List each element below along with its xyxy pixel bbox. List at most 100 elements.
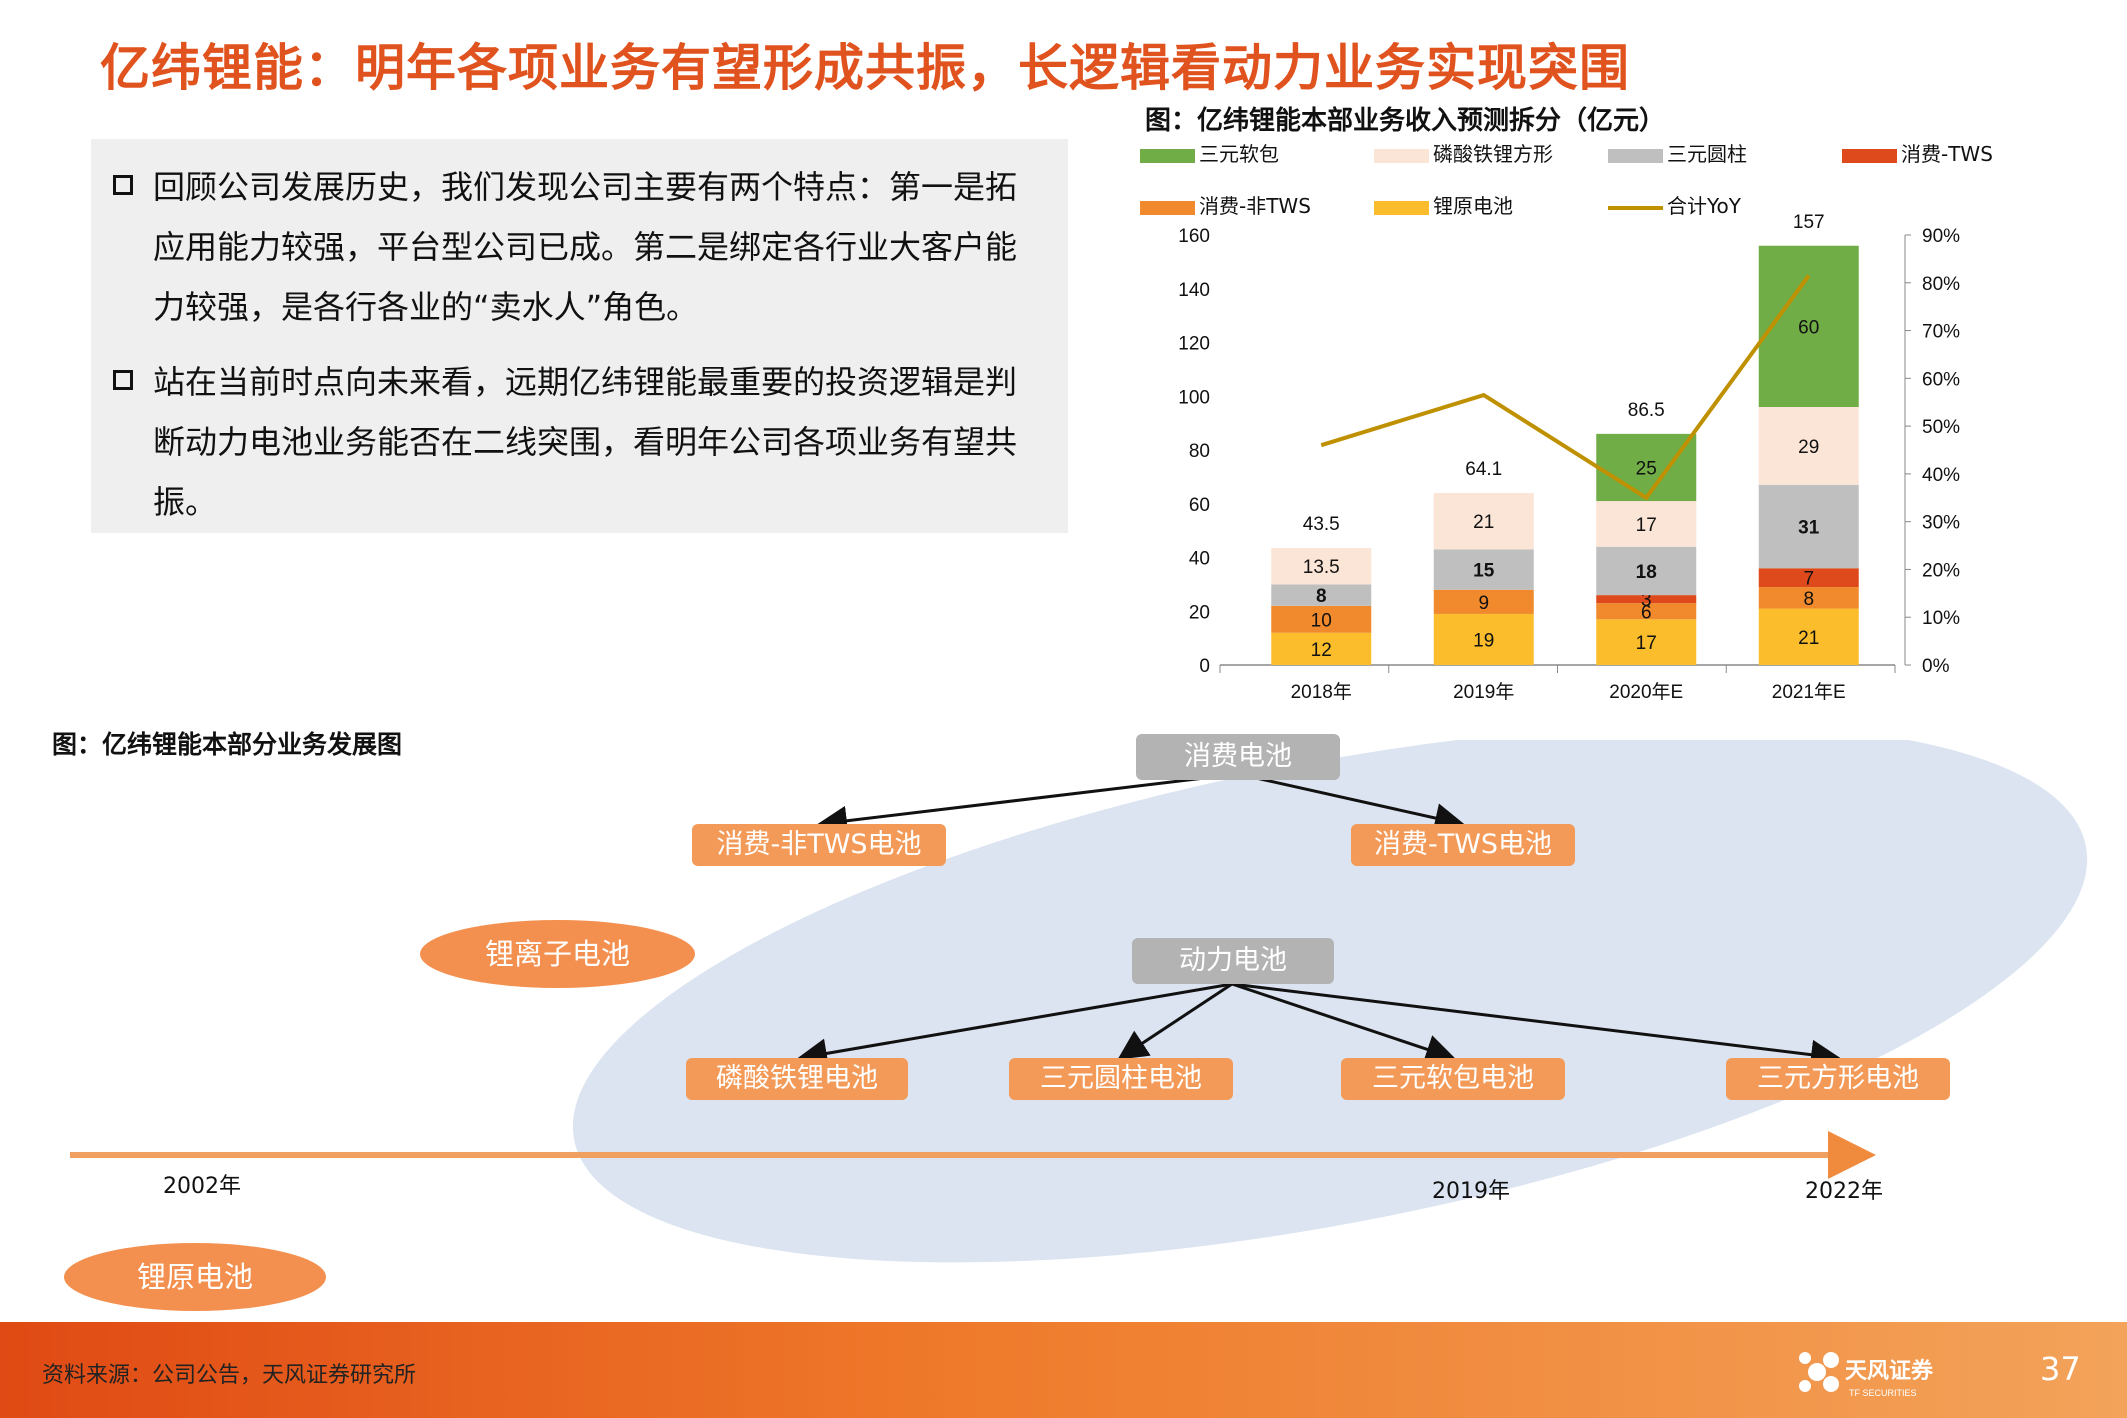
- y2-axis-tick-label: 70%: [1922, 322, 1960, 343]
- bar-data-label: 9: [1478, 593, 1489, 614]
- y-axis-tick-label: 80: [1189, 441, 1210, 462]
- legend-swatch: [1374, 200, 1429, 215]
- flower-logo-icon: 天风证券 TF SECURITIES: [1799, 1352, 1934, 1398]
- ternary-pouch-box: 三元软包电池: [1341, 1058, 1565, 1100]
- y-axis-tick-label: 100: [1178, 387, 1210, 408]
- consumer-tws-box: 消费-TWS电池: [1351, 824, 1575, 866]
- bar-data-label: 18: [1636, 562, 1657, 583]
- legend-item-ternary-cyl: 三元圆柱: [1608, 138, 1747, 167]
- legend-label: 三元软包: [1199, 142, 1279, 166]
- diagram-title: 图：亿纬锂能本部分业务发展图: [52, 730, 403, 759]
- bar-segment: [1758, 407, 1859, 485]
- bar-data-label: 29: [1798, 437, 1819, 458]
- legend-swatch: [1608, 148, 1663, 163]
- lfp-battery-box: 磷酸铁锂电池: [686, 1058, 908, 1100]
- y-axis-tick-label: 60: [1189, 495, 1210, 516]
- legend-label: 消费-非TWS: [1199, 194, 1311, 218]
- bar-segment: [1271, 605, 1372, 633]
- ternary-prismatic-box: 三元方形电池: [1726, 1058, 1950, 1100]
- legend-item-tws: 消费-TWS: [1842, 138, 1993, 167]
- bar-segment: [1758, 568, 1859, 588]
- bar-segment: [1596, 433, 1697, 502]
- bar-data-label: 8: [1316, 586, 1327, 607]
- legend-item-non-tws: 消费-非TWS: [1140, 190, 1311, 219]
- x-axis-category-label: 2019年: [1453, 681, 1514, 703]
- li-ion-battery-oval: 锂离子电池: [420, 920, 695, 988]
- bar-data-label: 17: [1636, 633, 1657, 654]
- business-diagram-graphics: [70, 740, 2088, 1263]
- li-primary-battery-oval: 锂原电池: [64, 1243, 326, 1311]
- bar-segment: [1758, 608, 1859, 665]
- bar-data-label: 12: [1311, 640, 1332, 661]
- power-battery-box: 动力电池: [1132, 938, 1334, 984]
- y2-axis-tick-label: 60%: [1922, 369, 1960, 390]
- bar-segment: [1758, 587, 1859, 609]
- bar-segment: [1758, 245, 1859, 407]
- bar-data-label: 3: [1641, 590, 1652, 611]
- arrow-ternary-pouch: [1231, 982, 1456, 1064]
- bar-data-label: 60: [1798, 317, 1819, 338]
- y2-axis-tick-label: 20%: [1922, 560, 1960, 581]
- y-axis-tick-label: 20: [1189, 602, 1210, 623]
- x-axis-category-label: 2018年: [1291, 681, 1352, 703]
- legend-label: 消费-TWS: [1901, 142, 1993, 166]
- arrow-ternary-prism: [1231, 982, 1841, 1070]
- x-axis-category-label: 2021年E: [1772, 681, 1846, 703]
- y-axis-tick-label: 140: [1178, 280, 1210, 301]
- legend-item-yoy: 合计YoY: [1608, 190, 1741, 219]
- bar-data-label: 7: [1803, 569, 1814, 590]
- bar-data-label: 31: [1798, 518, 1820, 539]
- bar-data-label: 15: [1473, 561, 1495, 582]
- bar-total-label: 86.5: [1628, 400, 1665, 421]
- bar-data-label: 6: [1641, 602, 1652, 623]
- bar-total-label: 64.1: [1465, 459, 1502, 480]
- logo-subtext: TF SECURITIES: [1849, 1388, 1917, 1398]
- y2-axis-tick-label: 50%: [1922, 417, 1960, 438]
- bar-segment: [1433, 549, 1534, 590]
- page-number: 37: [2040, 1350, 2081, 1388]
- legend-swatch: [1140, 200, 1195, 215]
- y2-axis-tick-label: 90%: [1922, 226, 1960, 247]
- logo-text: 天风证券: [1845, 1358, 1934, 1383]
- bar-segment: [1433, 493, 1534, 550]
- legend-swatch: [1842, 148, 1897, 163]
- ternary-cylinder-box: 三元圆柱电池: [1009, 1058, 1233, 1100]
- legend-label: 三元圆柱: [1667, 142, 1747, 166]
- bar-segment: [1433, 613, 1534, 665]
- legend-label: 磷酸铁锂方形: [1433, 142, 1553, 166]
- bullet-text: 回顾公司发展历史，我们发现公司主要有两个特点：第一是拓应用能力较强，平台型公司已…: [153, 168, 1018, 326]
- bar-segment: [1596, 595, 1697, 604]
- timeline-year-2022: 2022年: [1805, 1179, 1883, 1204]
- bar-data-label: 8: [1803, 589, 1814, 610]
- y2-axis-tick-label: 40%: [1922, 465, 1960, 486]
- bar-data-label: 17: [1636, 515, 1657, 536]
- bar-data-label: 21: [1798, 628, 1819, 649]
- consumer-battery-box: 消费电池: [1136, 734, 1340, 780]
- chart-legend: 三元软包 磷酸铁锂方形 三元圆柱 消费-TWS 消费-非TWS 锂原电池 合计Y…: [1140, 138, 2020, 218]
- bar-segment: [1596, 501, 1697, 547]
- square-bullet-icon: [113, 175, 133, 195]
- x-axis-category-label: 2020年E: [1609, 681, 1683, 703]
- footer-bar: [0, 1322, 2127, 1418]
- bar-segment: [1596, 619, 1697, 665]
- bar-segment: [1271, 632, 1372, 665]
- bar-data-label: 10: [1311, 610, 1332, 631]
- bar-data-label: 25: [1636, 458, 1657, 479]
- revenue-stacked-bar-chart: 0 20 40 60 80 100 120 140 160 0% 10% 20% 30% 40% 50% 60…: [1178, 212, 1960, 703]
- arrow-ternary-cyl: [1117, 982, 1233, 1060]
- y-axis-tick-label: 160: [1178, 226, 1210, 247]
- arrow-consumer-non-tws: [817, 772, 1239, 836]
- y-axis-tick-label: 0: [1199, 656, 1210, 677]
- bar-segment: [1758, 484, 1859, 569]
- summary-text-box: 回顾公司发展历史，我们发现公司主要有两个特点：第一是拓应用能力较强，平台型公司已…: [91, 139, 1068, 533]
- company-logo: 天风证券 TF SECURITIES: [1795, 1342, 1955, 1402]
- legend-swatch: [1140, 148, 1195, 163]
- legend-item-ternary-pouch: 三元软包: [1140, 138, 1279, 167]
- y2-axis-tick-label: 80%: [1922, 274, 1960, 295]
- bar-segment: [1596, 603, 1697, 620]
- bar-segment: [1271, 584, 1372, 606]
- bar-total-label: 157: [1793, 212, 1825, 233]
- timeline-year-2019: 2019年: [1432, 1179, 1510, 1204]
- y2-axis-tick-label: 10%: [1922, 608, 1960, 629]
- bullet-text: 站在当前时点向未来看，远期亿纬锂能最重要的投资逻辑是判断动力电池业务能否在二线突…: [153, 363, 1018, 521]
